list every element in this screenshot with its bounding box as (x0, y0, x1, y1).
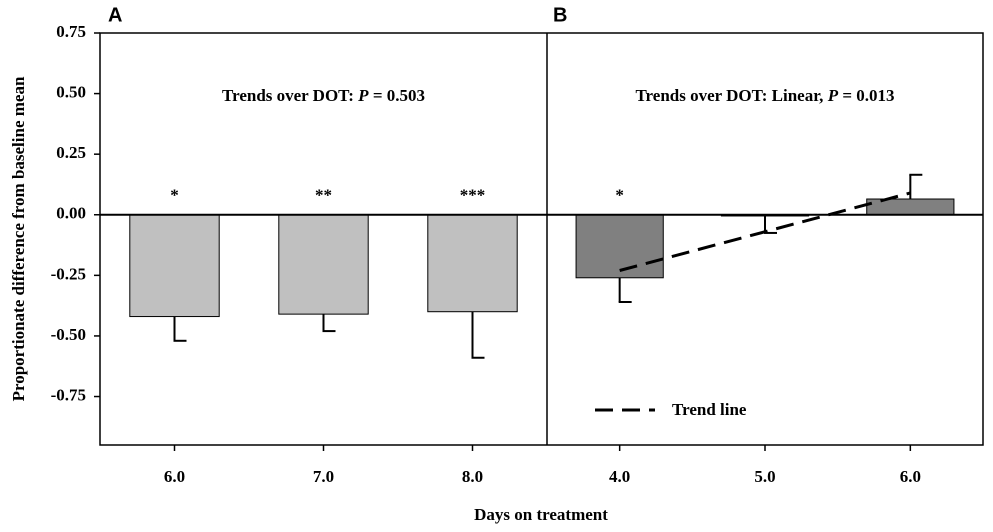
annotation: Trends over DOT: Linear, P = 0.013 (635, 86, 894, 105)
error-bar (471, 311, 485, 359)
y-tick-label: 0.50 (56, 82, 86, 101)
x-tick-label: 4.0 (609, 467, 630, 486)
y-tick-label: 0.25 (56, 143, 86, 162)
bar (129, 214, 220, 318)
error-bar (909, 173, 923, 200)
y-tick-label: 0.00 (56, 204, 86, 223)
y-axis-label: Proportionate difference from baseline m… (9, 76, 28, 401)
significance-label: ** (315, 186, 332, 205)
x-axis-label: Days on treatment (474, 505, 608, 524)
y-tick-label: 0.75 (56, 22, 86, 41)
x-tick-label: 5.0 (754, 467, 775, 486)
annotation-part: P (357, 86, 369, 105)
annotation-part: = 0.503 (369, 86, 425, 105)
plot-frame (99, 32, 984, 446)
error-bar (618, 277, 632, 304)
annotation-part: Trends over DOT: Linear, (635, 86, 827, 105)
x-tick-label: 8.0 (462, 467, 483, 486)
significance-label: *** (460, 186, 486, 205)
bar (575, 214, 664, 279)
y-tick-label: -0.50 (51, 325, 86, 344)
annotation-part: = 0.013 (838, 86, 894, 105)
legend-label: Trend line (672, 400, 747, 419)
y-tick-label: -0.25 (51, 264, 86, 283)
bar (866, 198, 955, 216)
annotation-part: Trends over DOT: (222, 86, 358, 105)
y-tick-label: -0.75 (51, 385, 86, 404)
x-tick-label: 6.0 (164, 467, 185, 486)
x-tick-label: 6.0 (900, 467, 921, 486)
annotation-part: P (827, 86, 839, 105)
panel-label: B (553, 4, 567, 26)
trend-line (619, 191, 911, 272)
bar (278, 214, 369, 315)
error-bar (173, 316, 187, 342)
annotation: Trends over DOT: P = 0.503 (222, 86, 425, 105)
significance-label: * (170, 186, 179, 205)
error-bar (322, 314, 336, 333)
bar (427, 214, 518, 313)
significance-label: * (615, 186, 624, 205)
panel-label: A (108, 4, 122, 26)
x-tick-label: 7.0 (313, 467, 334, 486)
